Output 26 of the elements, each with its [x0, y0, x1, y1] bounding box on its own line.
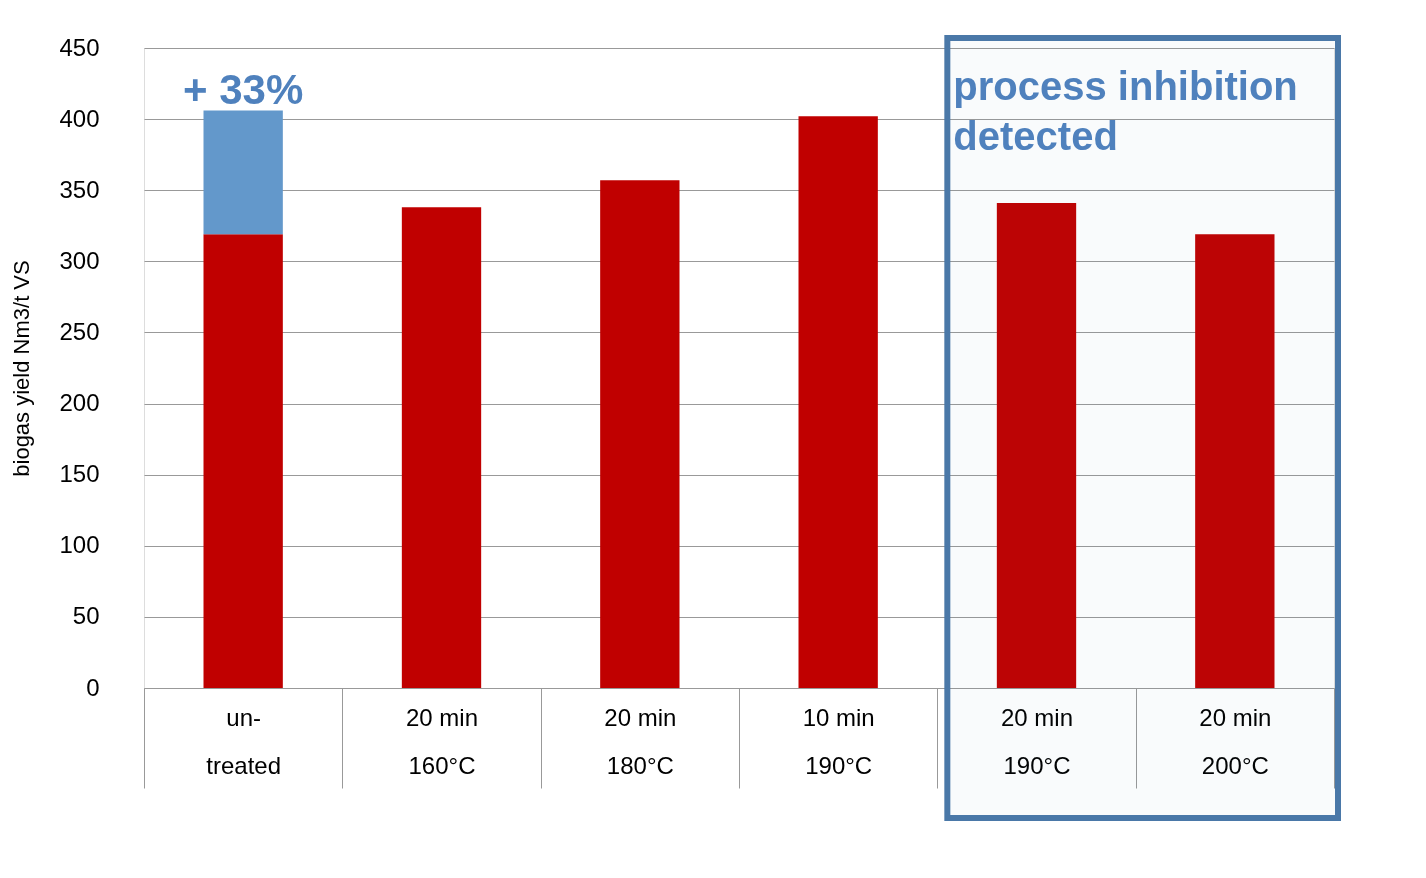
- y-tick-label: 250: [59, 317, 100, 345]
- y-tick-label: 100: [59, 531, 100, 559]
- y-tick-label: 0: [86, 673, 100, 701]
- y-tick-label: 150: [59, 460, 100, 488]
- x-tick-label: 20 min 190°C: [1000, 703, 1074, 779]
- bar: [798, 116, 878, 688]
- bar: [203, 234, 283, 688]
- x-tick-label: 20 min 160°C: [405, 703, 479, 779]
- bar: [203, 110, 283, 235]
- y-tick-label: 300: [59, 246, 100, 274]
- y-axis-title: biogas yield Nm3/t VS: [9, 260, 35, 477]
- y-tick-label: 200: [59, 389, 100, 417]
- bar: [996, 203, 1077, 688]
- band-label: process inhibition detected: [953, 64, 1298, 158]
- annotation: + 33%: [183, 65, 304, 113]
- y-tick-label: 50: [72, 602, 100, 630]
- bar: [401, 207, 482, 688]
- x-tick-label: 20 min 180°C: [604, 703, 677, 779]
- x-tick-label: 20 min 200°C: [1199, 703, 1272, 779]
- y-tick-label: 400: [59, 104, 100, 132]
- y-tick-label: 450: [59, 33, 100, 61]
- bar: [600, 180, 680, 688]
- y-tick-label: 350: [59, 175, 100, 203]
- x-tick-label: un- treated: [206, 703, 282, 779]
- x-tick-label: 10 min 190°C: [802, 703, 875, 779]
- bar: [1195, 234, 1275, 688]
